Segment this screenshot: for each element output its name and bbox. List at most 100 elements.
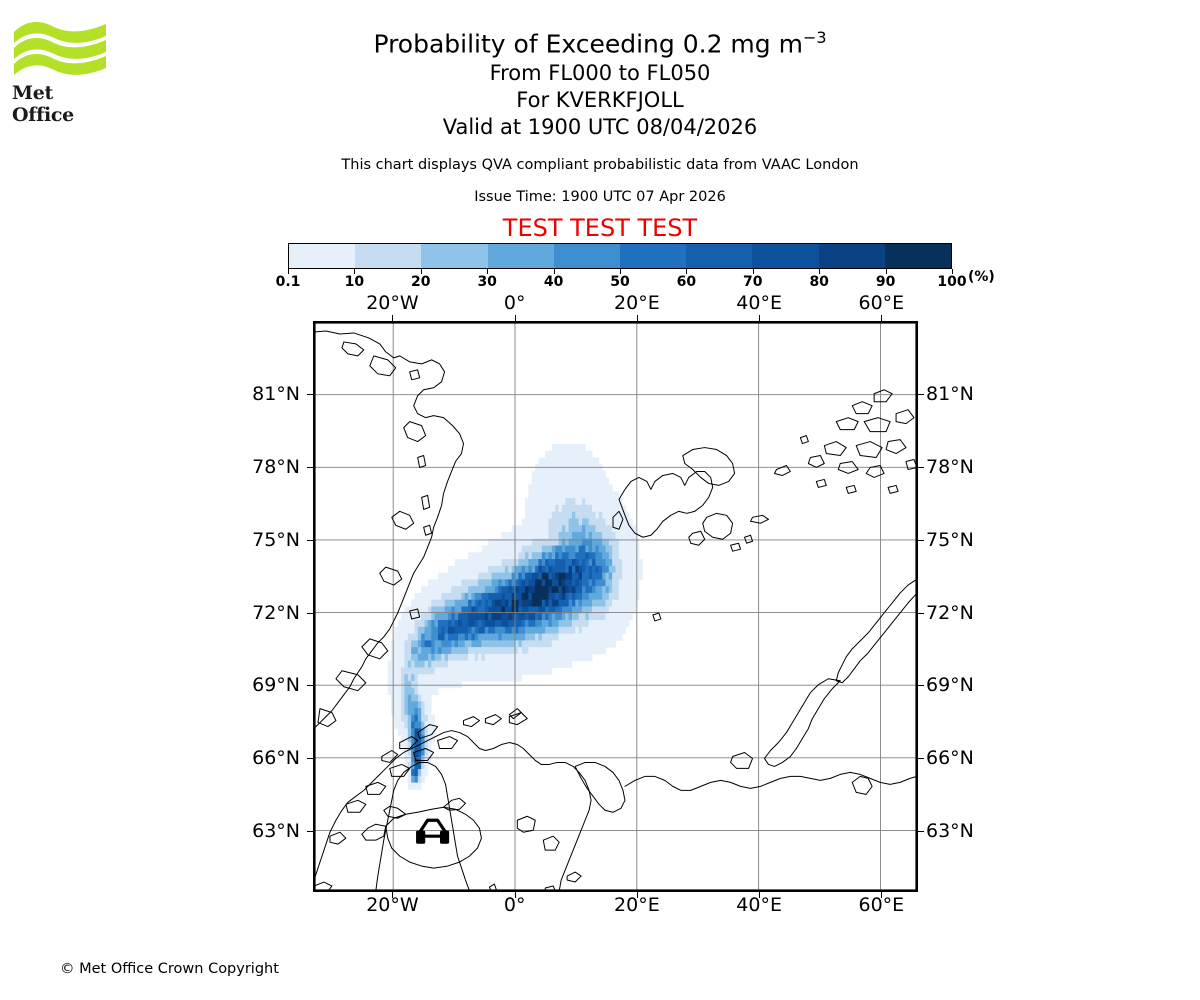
plume-cell <box>568 491 573 499</box>
plume-cell <box>582 599 586 607</box>
lon-tick-bottom-3 <box>759 892 760 898</box>
plume-cell <box>431 586 435 594</box>
lon-tick-top-1 <box>515 315 516 321</box>
plume-cell <box>404 647 409 655</box>
plume-cell <box>508 653 513 662</box>
plume-cell <box>575 647 580 655</box>
plume-cell <box>565 511 569 519</box>
plume-cell <box>571 626 576 634</box>
plume-cell <box>568 647 573 655</box>
plume-cell <box>528 667 533 675</box>
plume-cell <box>447 626 452 634</box>
plume-cell <box>411 755 415 763</box>
plume-cell <box>592 531 596 540</box>
plume-cell <box>424 741 429 750</box>
lon-tick-bottom-0 <box>392 892 393 898</box>
colorbar-tick-label-6: 60 <box>676 274 697 290</box>
plume-cell <box>558 504 563 513</box>
plume-cell <box>427 694 432 702</box>
plume-cell <box>498 538 502 546</box>
plume-cell <box>575 525 580 533</box>
plume-cell <box>545 477 549 485</box>
plume-cell <box>545 606 549 614</box>
plume-cell <box>471 620 476 628</box>
plume-cell <box>417 592 422 601</box>
plume-cell <box>504 579 509 587</box>
plume-cell <box>414 626 419 634</box>
plume-cell <box>555 464 559 472</box>
plume-cell <box>404 626 409 634</box>
plume-cell <box>511 653 516 662</box>
plume-cell <box>518 592 523 601</box>
plume-cell <box>474 579 479 587</box>
plume-cell <box>431 714 435 723</box>
plume-cell <box>615 552 620 560</box>
plume-cell <box>561 477 566 485</box>
plume-cell <box>535 531 539 540</box>
plume-cell <box>531 504 536 513</box>
plume-cell <box>515 545 519 553</box>
plume-cell <box>518 606 523 614</box>
plume-cell <box>431 620 435 628</box>
plume-cell <box>498 545 502 553</box>
plume-cell <box>521 572 526 580</box>
plume-cell <box>447 565 452 574</box>
plume-cell <box>437 674 442 682</box>
plume-cell <box>605 626 610 634</box>
plume-cell <box>424 681 429 689</box>
plume-cell <box>407 748 412 756</box>
plume-cell <box>421 626 425 634</box>
plume-cell <box>535 667 539 675</box>
plume-cell <box>558 579 563 587</box>
plume-cell <box>427 626 432 634</box>
plume-cell <box>464 592 469 601</box>
plume-cell <box>551 525 556 533</box>
plume-cell <box>494 572 499 580</box>
plume-cell <box>451 620 456 628</box>
plume-cell <box>561 660 566 668</box>
plume-cell <box>541 552 546 560</box>
plume-cell <box>397 687 402 695</box>
plume-cell <box>561 518 566 526</box>
plume-cell <box>548 511 553 519</box>
plume-cell <box>421 681 425 689</box>
plume-cell <box>491 599 496 607</box>
plume-cell <box>468 559 472 567</box>
plume-cell <box>555 477 559 485</box>
plume-cell <box>585 518 590 526</box>
plume-cell <box>411 599 415 607</box>
plume-cell <box>434 633 439 641</box>
plume-cell <box>545 491 549 499</box>
plume-cell <box>407 620 412 628</box>
plume-cell <box>588 599 593 607</box>
plume-cell <box>401 613 405 621</box>
plume-cell <box>551 633 556 641</box>
plume-cell <box>407 741 412 750</box>
plume-cell <box>518 572 523 580</box>
plume-cell <box>528 640 533 648</box>
plume-cell <box>494 653 499 662</box>
plume-cell <box>484 647 489 655</box>
plume-cell <box>602 491 606 499</box>
plume-cell <box>625 613 630 621</box>
plume-cell <box>555 552 559 560</box>
plume-cell <box>608 525 613 533</box>
plume-cell <box>521 626 526 634</box>
plume-cell <box>404 694 409 702</box>
plume-cell <box>605 531 610 540</box>
plume-cell <box>458 674 462 682</box>
plume-cell <box>571 477 576 485</box>
plume-cell <box>417 708 422 716</box>
plume-cell <box>407 728 412 736</box>
plume-cell <box>571 606 576 614</box>
plume-cell <box>411 620 415 628</box>
plume-cell <box>504 531 509 540</box>
plume-cell <box>508 640 513 648</box>
plume-cell <box>551 538 556 546</box>
map-plot-area[interactable] <box>313 321 918 892</box>
plume-cell <box>421 708 425 716</box>
plume-cell <box>508 586 513 594</box>
colorbar-band-6 <box>686 244 753 268</box>
plume-cell <box>582 443 586 452</box>
plume-cell <box>484 606 489 614</box>
